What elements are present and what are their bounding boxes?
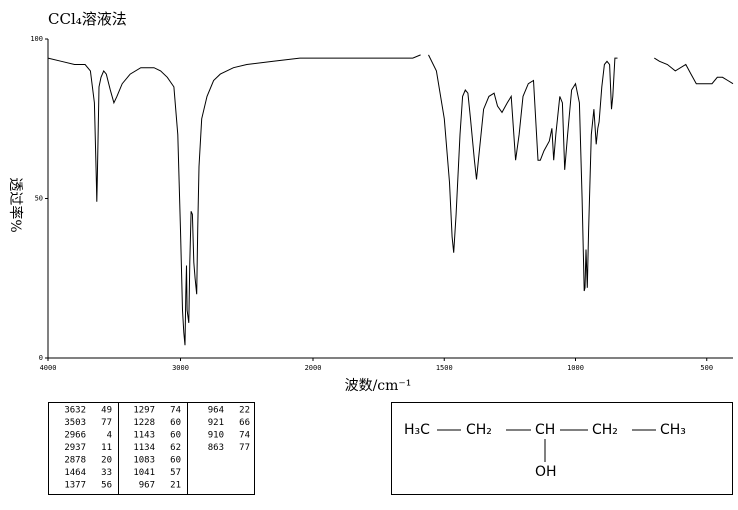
peak-table-frame bbox=[48, 402, 255, 495]
peak-wavenumber: 1377 bbox=[64, 481, 86, 491]
peak-wavenumber: 967 bbox=[139, 481, 155, 491]
x-tick-label: 1000 bbox=[567, 364, 584, 372]
peak-transmittance: 77 bbox=[101, 418, 112, 428]
peak-transmittance: 74 bbox=[170, 406, 181, 416]
peak-transmittance: 56 bbox=[101, 481, 112, 491]
y-tick-label: 0 bbox=[39, 354, 43, 362]
peak-transmittance: 11 bbox=[101, 443, 112, 453]
peak-transmittance: 60 bbox=[170, 418, 181, 428]
group: H₃C bbox=[404, 422, 430, 438]
peak-transmittance: 66 bbox=[239, 418, 250, 428]
peak-transmittance: 22 bbox=[239, 406, 250, 416]
group: CH bbox=[535, 422, 555, 438]
peak-wavenumber: 2878 bbox=[64, 456, 86, 466]
peak-transmittance: 57 bbox=[170, 468, 181, 478]
peak-transmittance: 74 bbox=[239, 431, 250, 441]
peak-wavenumber: 2937 bbox=[64, 443, 86, 453]
peak-wavenumber: 1134 bbox=[133, 443, 155, 453]
structure-frame bbox=[391, 402, 733, 495]
peak-wavenumber: 3632 bbox=[64, 406, 86, 416]
peak-wavenumber: 1228 bbox=[133, 418, 155, 428]
peak-transmittance: 60 bbox=[170, 456, 181, 466]
substituent: OH bbox=[535, 464, 557, 480]
group: CH₂ bbox=[592, 422, 618, 438]
peak-wavenumber: 1464 bbox=[64, 468, 86, 478]
y-axis-label: 透过率% bbox=[7, 177, 24, 232]
x-tick-label: 2000 bbox=[305, 364, 322, 372]
bonds bbox=[437, 429, 656, 462]
y-tick-label: 50 bbox=[35, 195, 43, 203]
peak-transmittance: 21 bbox=[170, 481, 181, 491]
peak-transmittance: 4 bbox=[107, 431, 112, 441]
peak-transmittance: 33 bbox=[101, 468, 112, 478]
peak-transmittance: 20 bbox=[101, 456, 112, 466]
peak-wavenumber: 2966 bbox=[64, 431, 86, 441]
peak-wavenumber: 863 bbox=[208, 443, 224, 453]
x-tick-label: 4000 bbox=[40, 364, 57, 372]
chart-title: CCl₄溶液法 bbox=[48, 10, 127, 28]
peak-wavenumber: 3503 bbox=[64, 418, 86, 428]
peak-transmittance: 49 bbox=[101, 406, 112, 416]
x-tick-label: 1500 bbox=[436, 364, 453, 372]
x-tick-label: 3000 bbox=[172, 364, 189, 372]
peak-wavenumber: 910 bbox=[208, 431, 224, 441]
peak-wavenumber: 1297 bbox=[133, 406, 155, 416]
group: CH₃ bbox=[660, 422, 686, 438]
peak-wavenumber: 964 bbox=[208, 406, 224, 416]
x-tick-label: 500 bbox=[700, 364, 713, 372]
peak-transmittance: 77 bbox=[239, 443, 250, 453]
peak-transmittance: 60 bbox=[170, 431, 181, 441]
group: CH₂ bbox=[466, 422, 492, 438]
x-axis-label: 波数/cm⁻¹ bbox=[345, 378, 412, 394]
spectrum-line bbox=[47, 54, 734, 346]
peak-transmittance: 62 bbox=[170, 443, 181, 453]
y-tick-label: 100 bbox=[30, 35, 43, 43]
peak-wavenumber: 921 bbox=[208, 418, 224, 428]
peak-wavenumber: 1041 bbox=[133, 468, 155, 478]
peak-wavenumber: 1083 bbox=[133, 456, 155, 466]
peak-wavenumber: 1143 bbox=[133, 431, 155, 441]
